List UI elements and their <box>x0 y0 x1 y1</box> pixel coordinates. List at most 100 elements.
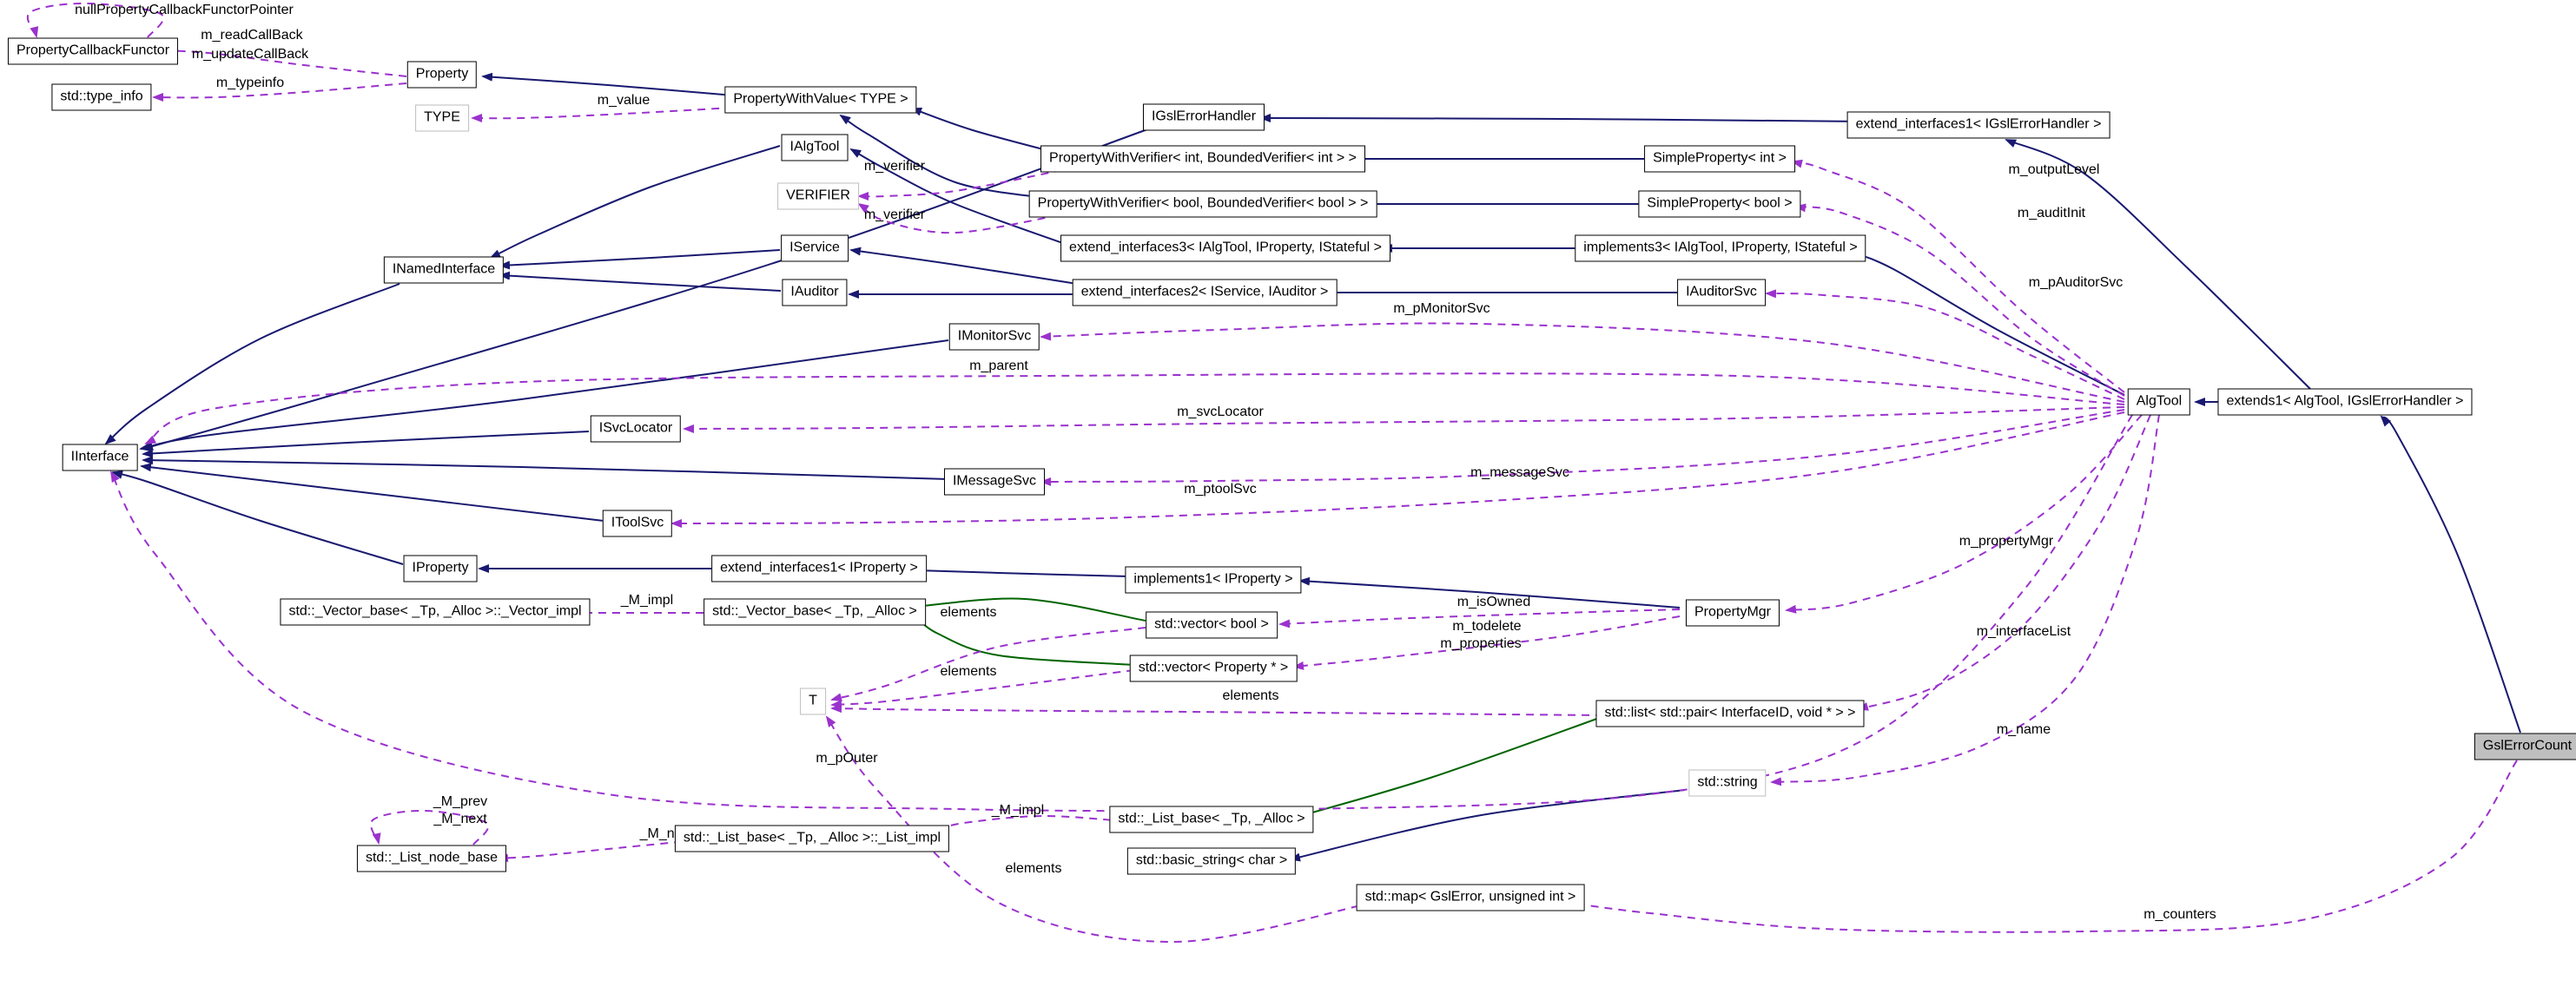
edge-label: m_readCallBack <box>201 28 303 43</box>
edge-propertymgr-to-impl1 <box>1298 576 1681 609</box>
node-sp-int[interactable]: SimpleProperty< int > <box>1644 145 1795 173</box>
edge-algtool-to-stdstring <box>1770 414 2160 786</box>
edge-label: m_pOuter <box>816 751 878 766</box>
node-list-impl[interactable]: std::_List_base< _Tp, _Alloc >::_List_im… <box>674 825 950 852</box>
node-imessagesvc[interactable]: IMessageSvc <box>943 468 1046 496</box>
node-itoolsvc[interactable]: IToolSvc <box>602 510 673 537</box>
edge-label: m_interfaceList <box>1977 624 2071 639</box>
node-igslerrorhandler[interactable]: IGslErrorHandler <box>1142 103 1265 131</box>
edge-algtool-to-iinterface <box>110 414 2133 813</box>
node-iauditor[interactable]: IAuditor <box>782 279 848 306</box>
edge-vec-bool-to-t-param <box>830 627 1146 702</box>
edge-algtool-to-sp-int <box>1791 159 2125 393</box>
edge-label: elements <box>1223 688 1279 703</box>
edge-vec-prop-to-vector-base <box>913 614 1135 666</box>
node-impl1[interactable]: implements1< IProperty > <box>1125 566 1302 594</box>
edge-label: m_parent <box>969 359 1028 373</box>
edge-pwv-to-property <box>481 72 735 96</box>
edge-label: m_properties <box>1440 636 1521 651</box>
edge-gslerrorcount-to-extends1 <box>2380 415 2521 734</box>
node-property-callback-functor[interactable]: PropertyCallbackFunctor <box>7 37 179 65</box>
edge-label: elements <box>941 664 997 679</box>
edge-ialgtool-to-inamedinterface <box>489 145 781 259</box>
edge-list-impl-to-list-node-base <box>497 839 697 863</box>
node-basic-string[interactable]: std::basic_string< char > <box>1126 847 1297 875</box>
node-map-gslerror[interactable]: std::map< GslError, unsigned int > <box>1356 884 1585 911</box>
node-list-base[interactable]: std::_List_base< _Tp, _Alloc > <box>1109 806 1314 833</box>
edge-extends1-to-ei1-igsl <box>2005 139 2311 390</box>
edge-label: m_pAuditorSvc <box>2029 275 2124 290</box>
edge-algtool-to-itoolsvc <box>670 411 2125 528</box>
node-extends1[interactable]: extends1< AlgTool, IGslErrorHandler > <box>2217 388 2473 416</box>
node-property[interactable]: Property <box>406 61 478 89</box>
edge-label: m_counters <box>2143 907 2216 922</box>
edge-imessagesvc-to-iinterface <box>142 456 949 480</box>
edge-algtool-to-iauditorsvc <box>1765 289 2125 400</box>
edge-property-to-type-info <box>152 82 407 102</box>
node-iproperty[interactable]: IProperty <box>403 555 478 582</box>
edge-algtool-to-propertymgr <box>1785 414 2143 614</box>
node-stdstring: std::string <box>1688 769 1767 797</box>
node-vec-bool[interactable]: std::vector< bool > <box>1146 611 1278 639</box>
node-iauditorsvc[interactable]: IAuditorSvc <box>1677 279 1766 306</box>
node-list-pair[interactable]: std::list< std::pair< InterfaceID, void … <box>1595 700 1865 727</box>
node-ei2[interactable]: extend_interfaces2< IService, IAuditor > <box>1072 279 1338 306</box>
node-ei1-iprop[interactable]: extend_interfaces1< IProperty > <box>711 555 927 582</box>
edge-imonitorsvc-to-iinterface <box>139 339 949 451</box>
edge-label: _M_impl <box>620 593 673 608</box>
node-vec-prop[interactable]: std::vector< Property * > <box>1129 655 1298 682</box>
node-verifier: VERIFIER <box>777 182 859 210</box>
edge-algtool-to-iinterface <box>144 372 2125 444</box>
node-pwv-int[interactable]: PropertyWithVerifier< int, BoundedVerifi… <box>1040 145 1365 173</box>
edge-label: m_propertyMgr <box>1959 534 2054 549</box>
edge-inamedinterface-to-iinterface <box>104 283 400 445</box>
edge-label: elements <box>1006 861 1062 876</box>
edge-vec-prop-to-t-param <box>830 669 1135 709</box>
edge-algtool-to-imonitorsvc <box>1040 322 2125 403</box>
edge-ei1-igsl-to-igslerrorhandler <box>1259 114 1865 123</box>
edge-stdstring-to-basic-string <box>1289 789 1686 862</box>
node-pwv-bool[interactable]: PropertyWithVerifier< bool, BoundedVerif… <box>1028 190 1377 218</box>
edge-label: m_pMonitorSvc <box>1393 301 1489 316</box>
edge-vec-bool-to-vector-base <box>913 597 1146 622</box>
edge-algtool-to-impl3 <box>1848 251 2125 396</box>
node-iinterface[interactable]: IInterface <box>62 444 138 471</box>
node-vector-base[interactable]: std::_Vector_base< _Tp, _Alloc > <box>703 598 926 626</box>
edge-label: m_ptoolSvc <box>1184 482 1257 497</box>
edge-iproperty-to-iinterface <box>111 470 404 565</box>
edge-label: m_verifier <box>864 207 926 222</box>
node-imonitorsvc[interactable]: IMonitorSvc <box>948 323 1040 351</box>
edge-label: nullPropertyCallbackFunctorPointer <box>75 3 294 17</box>
edge-label: m_updateCallBack <box>192 47 309 62</box>
node-ei3[interactable]: extend_interfaces3< IAlgTool, IProperty,… <box>1060 234 1390 262</box>
edge-label: m_messageSvc <box>1470 465 1569 480</box>
edge-list-node-base-to-list-node-base <box>370 809 490 846</box>
node-type-info[interactable]: std::type_info <box>51 83 152 111</box>
node-ialgtool[interactable]: IAlgTool <box>781 134 849 161</box>
edge-ei3-to-ialgtool <box>849 148 1071 247</box>
edge-itoolsvc-to-iinterface <box>140 463 604 522</box>
edge-map-gslerror-to-t-param <box>825 715 1373 944</box>
edge-pwv-bool-to-pwv <box>839 114 1060 201</box>
node-list-node-base[interactable]: std::_List_node_base <box>356 845 507 872</box>
node-pwv[interactable]: PropertyWithValue< TYPE > <box>724 86 917 114</box>
edge-list-pair-to-list-base <box>1298 715 1605 818</box>
node-inamedinterface[interactable]: INamedInterface <box>383 256 505 284</box>
node-algtool[interactable]: AlgTool <box>2127 388 2191 416</box>
edge-label: m_outputLevel <box>2009 162 2100 177</box>
edge-label: m_todelete <box>1452 619 1521 634</box>
edge-ei2-to-iservice <box>849 247 1094 287</box>
edge-label: m_svcLocator <box>1177 405 1264 419</box>
edge-pwv-bool-to-verifier <box>857 202 1060 234</box>
node-isvclocator[interactable]: ISvcLocator <box>590 415 682 443</box>
node-ei1-igsl[interactable]: extend_interfaces1< IGslErrorHandler > <box>1846 111 2110 139</box>
edge-propertymgr-to-vec-prop <box>1292 615 1681 670</box>
edge-label: elements <box>941 605 997 620</box>
node-sp-bool[interactable]: SimpleProperty< bool > <box>1638 190 1801 218</box>
node-iservice[interactable]: IService <box>781 234 849 262</box>
node-propertymgr[interactable]: PropertyMgr <box>1685 599 1780 627</box>
node-vector-impl[interactable]: std::_Vector_base< _Tp, _Alloc >::_Vecto… <box>280 598 591 626</box>
edge-pwv-to-type-param <box>471 107 734 123</box>
node-impl3[interactable]: implements3< IAlgTool, IProperty, IState… <box>1575 234 1866 262</box>
edge-property-callback-functor-to-property-callback-functor <box>26 2 164 38</box>
